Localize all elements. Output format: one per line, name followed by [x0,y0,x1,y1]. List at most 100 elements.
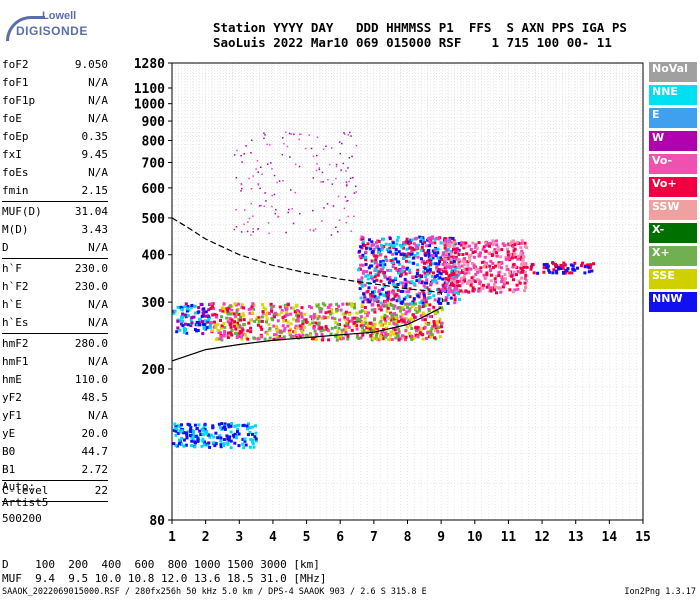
echo-point [282,319,286,323]
echo-point [460,281,464,285]
echo-point [178,438,181,442]
echo-point [384,242,388,246]
echo-point [542,263,546,267]
echo-point [466,263,470,267]
echo-point [405,310,409,314]
echo-point [408,268,411,272]
echo-point [415,245,419,249]
echo-point [395,322,399,325]
param-row: h`F 230.0 [2,260,108,278]
echo-point [415,326,419,330]
echo-point [506,247,509,251]
echo-point [392,332,396,336]
echo-point [379,308,383,312]
echo-point [381,267,385,271]
echo-point [429,256,433,260]
echo-point [434,254,438,258]
echo-point [190,316,194,320]
echo-point [433,237,437,241]
param-value: N/A [88,241,108,254]
echo-point [381,265,385,269]
echo-point [402,246,405,250]
echo-point [210,302,213,306]
echo-point [361,263,365,267]
echo-point [184,315,188,319]
echo-point [482,273,486,277]
echo-point [309,315,313,319]
echo-point [450,255,454,259]
echo-point [373,290,376,293]
echo-point [345,302,349,306]
echo-point [412,248,416,252]
echo-point [401,305,405,309]
echo-point [242,306,246,310]
param-row: M(D) 3.43 [2,221,108,239]
echo-point [296,319,300,323]
echo-point [220,422,224,426]
echo-point [369,247,373,251]
echo-point [394,316,398,320]
echo-point [327,306,331,310]
echo-point [505,264,509,268]
echo-point [481,287,485,290]
echo-point [345,322,349,326]
echo-point [322,148,325,150]
echo-point [334,320,338,324]
echo-point [394,248,398,251]
echo-point [231,433,235,437]
echo-point [569,263,573,267]
echo-point [238,325,242,329]
echo-point [443,287,447,290]
echo-point [228,317,232,321]
echo-point [416,268,420,272]
echo-point [456,280,460,283]
file-info: SAAOK_2022069015000.RSF / 280fx256h 50 k… [2,587,427,597]
echo-point [252,445,256,449]
param-value: N/A [88,355,108,368]
echo-point [399,281,402,285]
echo-point [523,241,527,245]
param-row: D N/A [2,239,108,257]
echo-point [222,442,226,446]
echo-point [418,306,422,310]
echo-point [373,286,377,290]
echo-point [521,251,525,255]
echo-point [428,244,432,248]
echo-point [382,283,386,287]
echo-point [315,314,319,318]
echo-point [496,245,500,249]
echo-point [309,306,313,310]
echo-point [185,309,189,313]
echo-point [473,250,477,254]
echo-point [497,261,501,265]
echo-point [405,237,409,241]
echo-point [555,264,559,268]
echo-point [335,338,339,342]
echo-point [552,268,556,272]
echo-point [226,312,230,316]
echo-point [382,293,386,297]
echo-point [487,283,491,287]
echo-point [289,156,291,158]
echo-point [374,273,378,277]
param-row: yE 20.0 [2,425,108,443]
echo-point [440,257,444,261]
echo-point [207,441,211,445]
echo-point [519,252,523,255]
echo-point [300,315,304,319]
echo-point [458,271,462,275]
echo-point [355,317,359,320]
echo-point [173,309,177,313]
echo-point [389,269,393,272]
echo-point [555,271,559,275]
echo-point [413,336,416,340]
echo-point [379,243,383,247]
param-separator [2,201,108,202]
echo-point [455,291,459,294]
echo-point [343,207,346,210]
param-name: fmin [2,184,29,197]
echo-point [264,134,266,136]
echo-point [282,335,286,339]
echo-point [393,294,397,298]
echo-point [363,316,367,320]
